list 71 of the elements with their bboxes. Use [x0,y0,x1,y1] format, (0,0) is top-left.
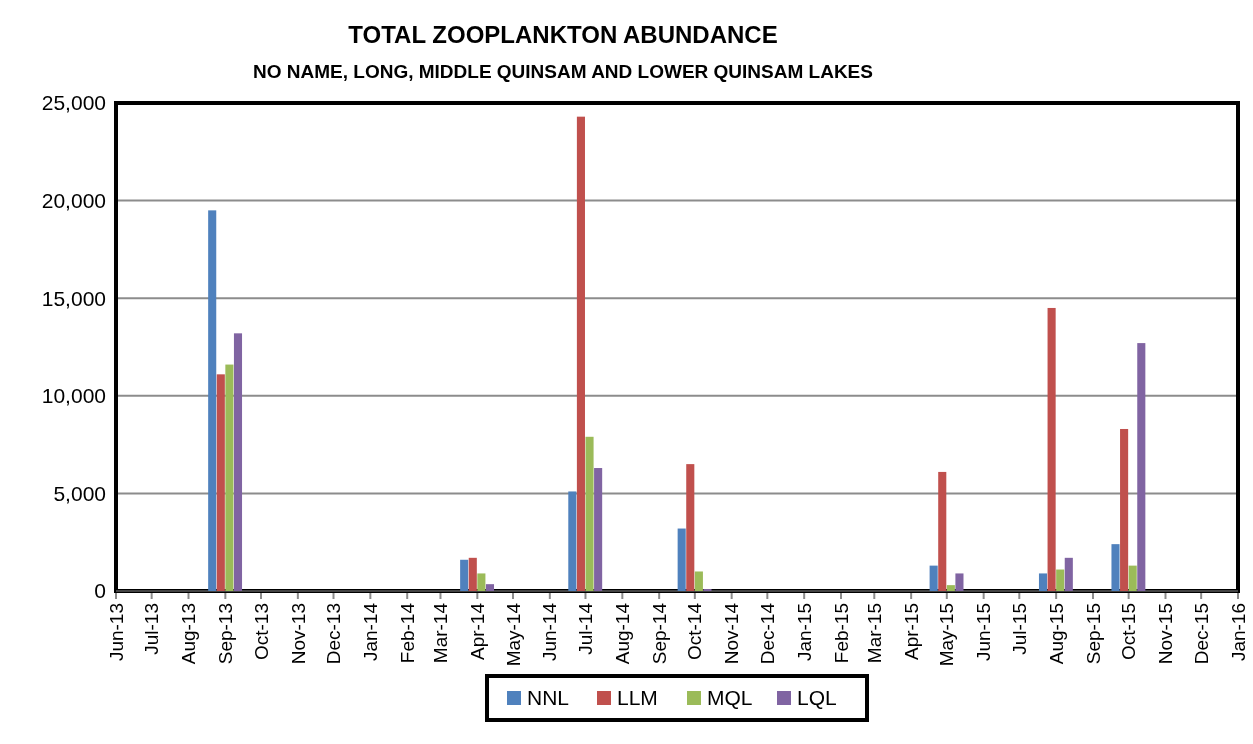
x-tick-label: Apr-15 [900,603,922,661]
legend-label: NNL [527,686,570,710]
bar [568,491,577,591]
bar [1137,343,1146,591]
y-tick-label: 20,000 [41,188,106,212]
x-tick-label: Jun-13 [105,603,127,662]
x-tick-label: Dec-13 [323,603,345,665]
bar [946,585,955,591]
x-tick-label: Feb-15 [830,603,852,664]
x-tick-label: Jul-14 [575,602,597,655]
bar [468,557,477,591]
x-tick-label: Aug-14 [611,602,633,665]
y-tick-label: 5,000 [53,481,106,505]
x-tick-label: Sep-15 [1082,603,1104,665]
x-tick-label: Oct-15 [1118,603,1140,661]
x-tick-label: May-14 [502,602,524,667]
x-tick-label: Jun-15 [973,603,995,662]
bar [677,528,686,591]
x-tick-label: Mar-14 [430,602,452,664]
x-tick-label: Oct-14 [684,602,706,661]
x-tick-label: Sep-13 [215,603,236,665]
x-tick-label: Mar-15 [863,603,885,664]
bar [1047,307,1056,591]
y-tick-label: 0 [94,579,106,603]
bar [694,571,703,591]
bar [1056,569,1065,591]
x-tick-label: Jun-14 [539,602,561,662]
y-tick-label: 15,000 [41,286,106,310]
bar [938,471,947,591]
x-tick-label: Nov-15 [1155,603,1177,665]
x-tick-label: Apr-14 [466,602,488,661]
bar [477,573,486,591]
legend-label: MQL [707,686,753,710]
bar [1064,557,1073,591]
x-tick-label: May-15 [936,603,958,667]
x-tick-label: Nov-14 [721,602,743,665]
bar [929,565,938,591]
x-tick-label: Sep-14 [648,602,670,665]
x-tick-label: Jul-15 [1008,603,1030,655]
x-tick-label: Jul-13 [141,603,163,655]
legend-label: LQL [797,686,837,710]
bar [1128,565,1137,591]
x-tick-label: Aug-13 [178,603,200,665]
bar [216,374,225,591]
x-tick-label: Jan-15 [793,603,815,662]
bar [225,364,234,591]
bar [208,210,217,591]
bar [955,573,964,591]
x-tick-label: Aug-15 [1045,603,1067,665]
bar [594,468,603,591]
bar [1120,428,1129,591]
x-tick-label: Jan-14 [360,602,381,662]
legend-label: LLM [617,686,658,710]
x-tick-label: Feb-14 [396,602,418,664]
y-tick-label: 25,000 [41,91,106,115]
bar [576,116,585,591]
x-tick-label: Dec-15 [1190,603,1212,665]
x-tick-label: Oct-13 [250,603,272,661]
bar [1038,573,1048,591]
x-tick-label: Nov-13 [287,603,309,665]
bar [686,464,695,591]
x-tick-label: Jan-16 [1227,603,1249,662]
x-tick-label: Dec-14 [756,602,778,665]
y-tick-label: 10,000 [41,384,106,408]
bar [485,584,495,591]
bar [460,559,469,591]
bar [233,333,243,591]
chart-subtitle: NO NAME, LONG, MIDDLE QUINSAM AND LOWER QUINSAM LAKES [253,61,873,82]
bar [585,436,594,591]
chart-title: TOTAL ZOOPLANKTON ABUNDANCE [348,21,778,48]
bar [1111,544,1120,591]
